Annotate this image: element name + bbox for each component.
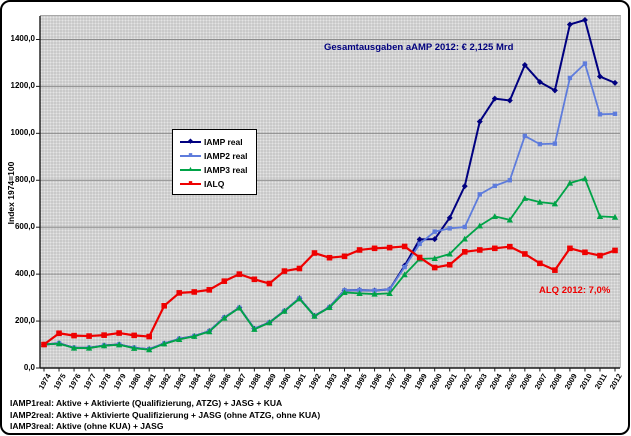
y-tick-label: 1000,0 [10, 127, 35, 137]
series-iamp-real [43, 18, 616, 351]
legend-label: IAMP real [204, 136, 243, 147]
footnote-line-1: IAMP1real: Aktive + Aktivierte (Qualifiz… [10, 398, 283, 408]
legend: ◆ IAMP real ■ IAMP2 real ▲ IAMP3 real ■ … [172, 129, 258, 195]
legend-marker-iamp2-real-icon: ■ [180, 149, 201, 162]
legend-item-iamp3-real: ▲ IAMP3 real [180, 163, 247, 176]
legend-label: IALQ [204, 178, 225, 189]
footnote-definitions: IAMP1real: Aktive + Aktivierte (Qualifiz… [10, 398, 320, 433]
series-iamp3-real [43, 177, 616, 351]
y-tick-label: 1400,0 [10, 33, 35, 43]
legend-label: IAMP3 real [204, 164, 248, 175]
y-tick-label: 600,0 [14, 221, 35, 231]
annotation-gesamtausgaben: Gesamtausgaben aAMP 2012: € 2,125 Mrd [324, 42, 514, 53]
legend-label: IAMP2 real [204, 150, 248, 161]
legend-item-iamp-real: ◆ IAMP real [180, 135, 247, 148]
annotation-alq: ALQ 2012: 7,0% [539, 285, 611, 296]
y-axis-title: Index 1974=100 [6, 161, 16, 225]
y-tick-label: 1200,0 [10, 80, 35, 90]
legend-item-ialq: ■ IALQ [180, 177, 247, 190]
legend-marker-iamp-real-icon: ◆ [180, 135, 201, 148]
footnote-line-2: IAMP2real: Aktive + Aktivierte Qualifizi… [10, 409, 321, 420]
footnote-line-3: IAMP3real: Aktive (ohne KUA) + JASG [10, 421, 164, 431]
y-tick-label: 200,0 [14, 315, 35, 325]
legend-item-iamp2-real: ■ IAMP2 real [180, 149, 247, 162]
legend-marker-iamp3-real-icon: ▲ [180, 163, 201, 176]
y-tick-label: 400,0 [14, 268, 35, 278]
chart-canvas [36, 16, 620, 372]
legend-marker-ialq-icon: ■ [180, 177, 201, 190]
plot-area [36, 15, 621, 372]
y-tick-label: 0,0 [23, 362, 35, 372]
y-tick-label: 800,0 [14, 174, 35, 184]
series-ialq [43, 245, 616, 346]
